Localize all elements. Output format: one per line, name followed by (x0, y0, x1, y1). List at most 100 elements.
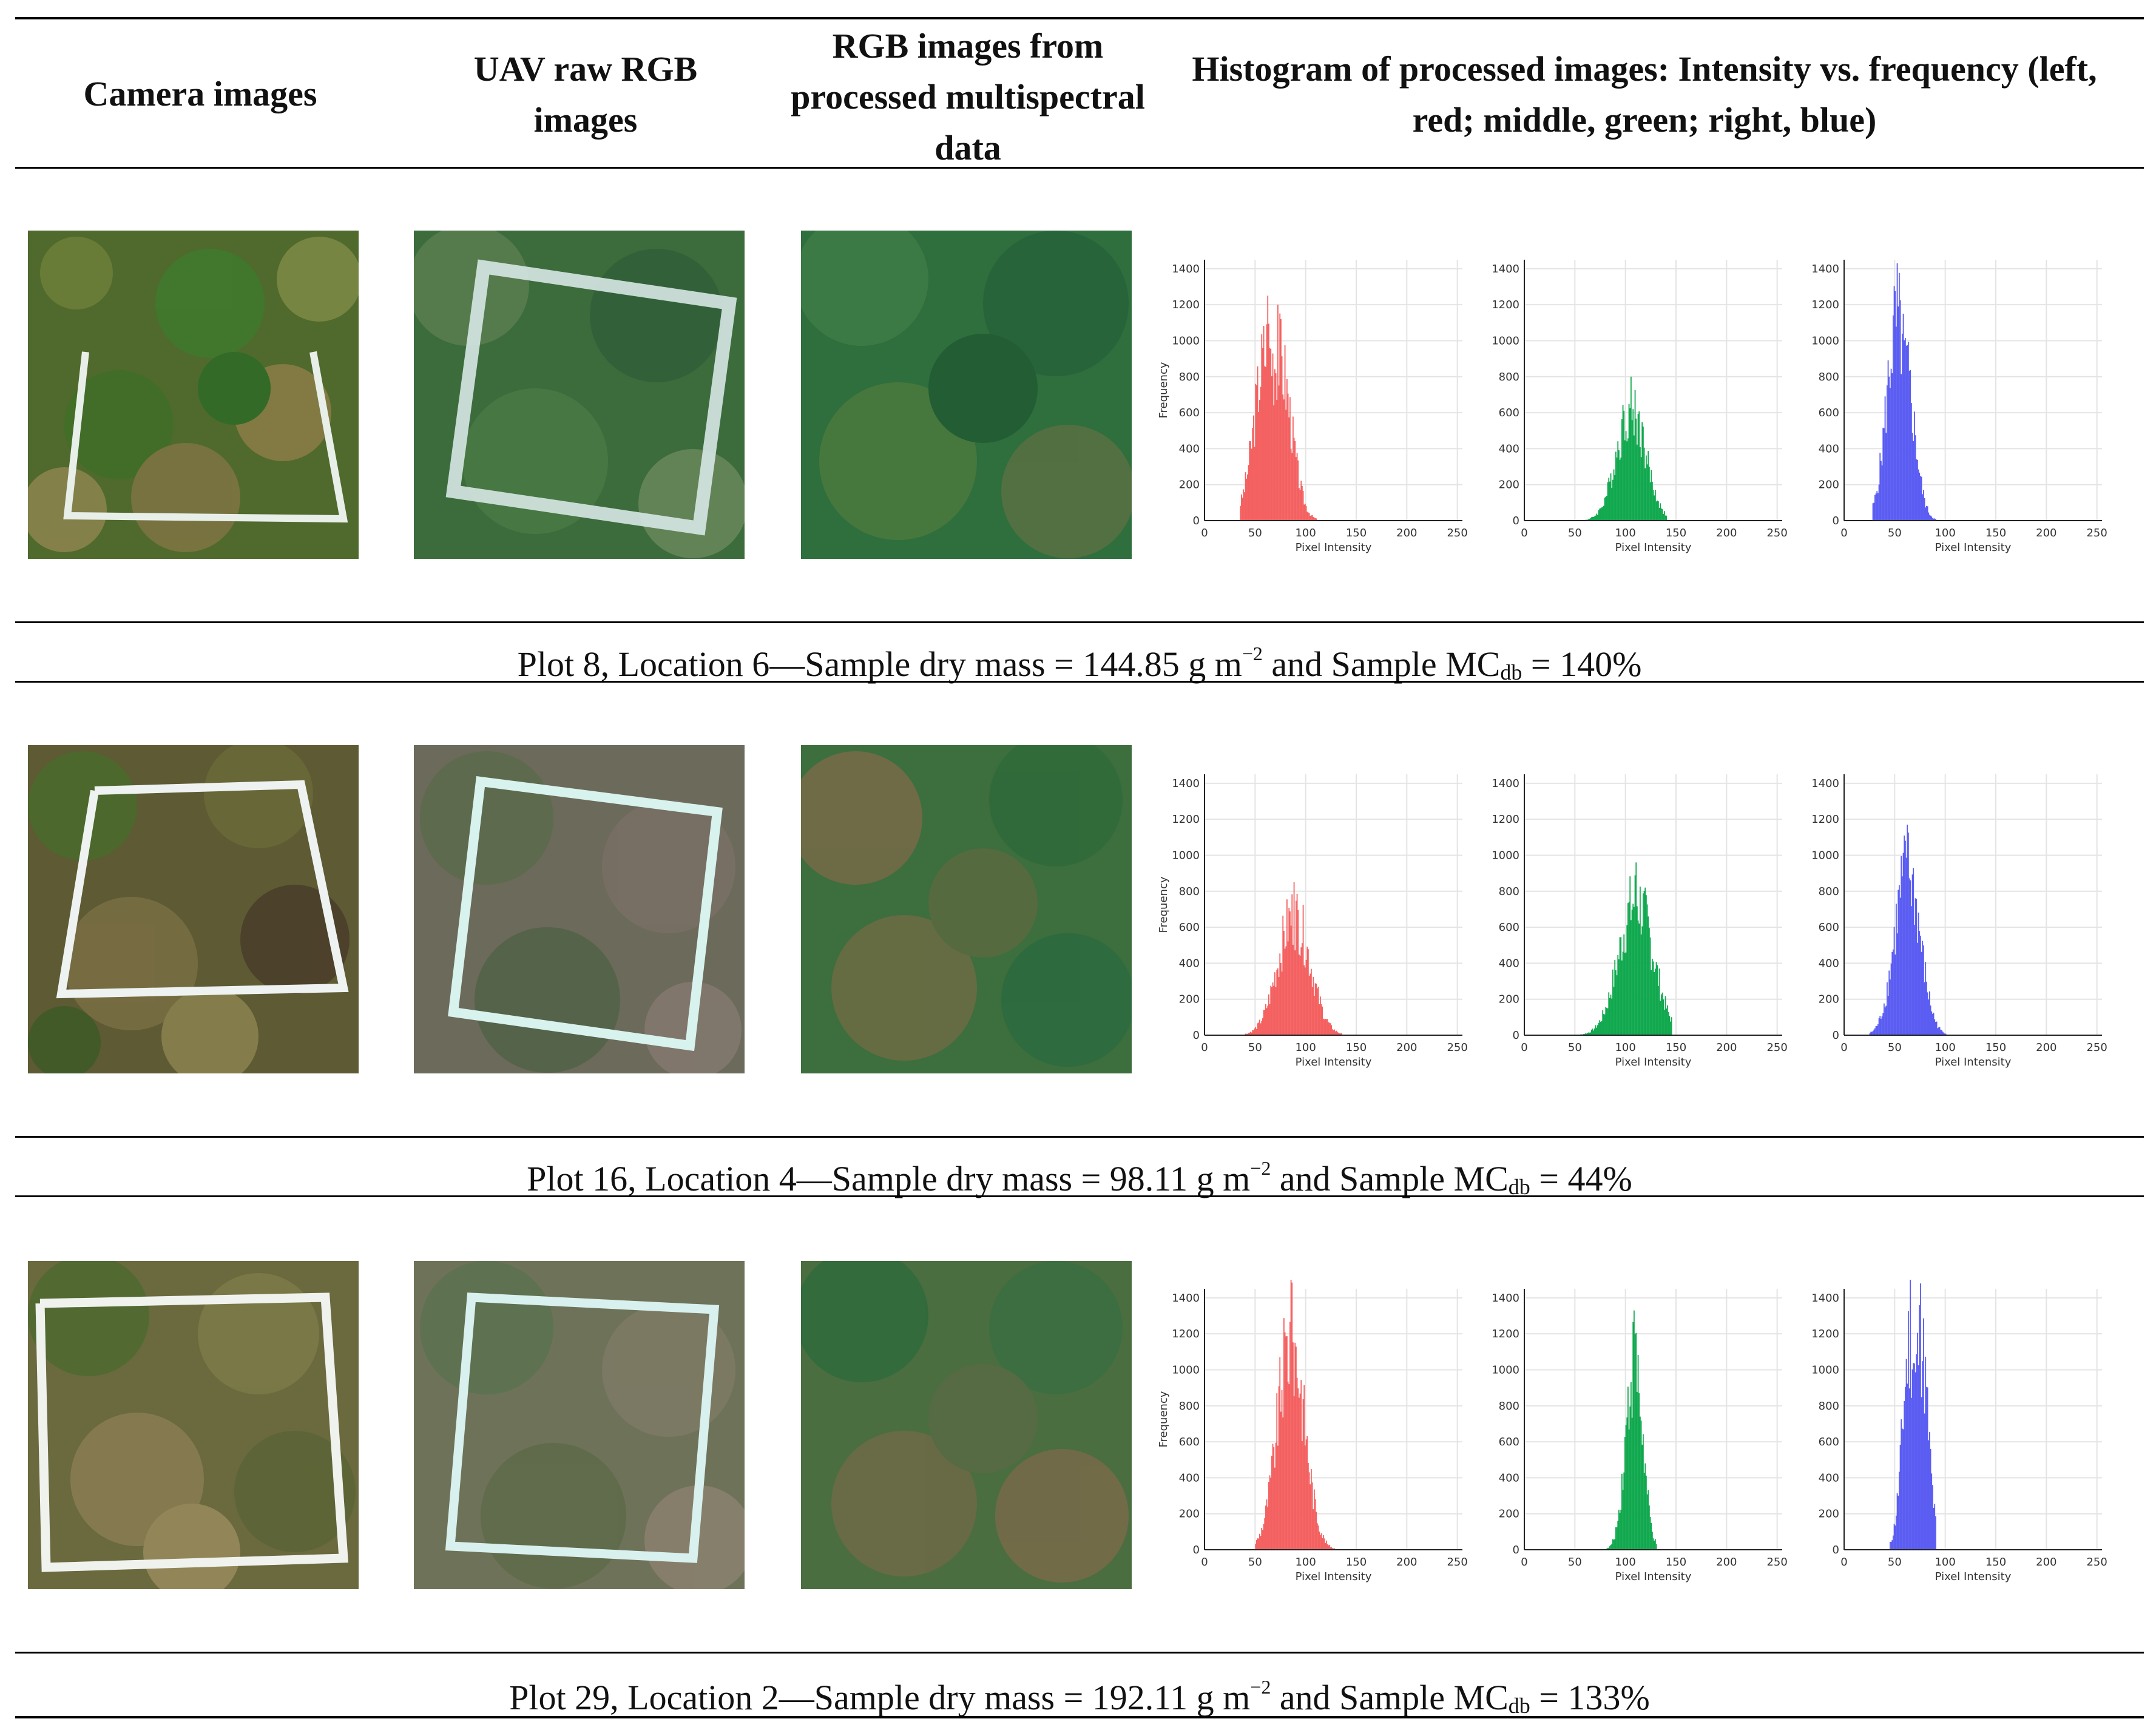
histogram-bar (1300, 481, 1302, 521)
histogram-bar (1888, 376, 1890, 521)
histogram-bar (1638, 411, 1640, 521)
histogram-bar (1250, 1032, 1251, 1035)
histogram-bar (1267, 1005, 1269, 1035)
histogram-bar (1669, 1016, 1671, 1035)
histogram-bar (1289, 911, 1291, 1035)
histogram-bar (1305, 505, 1307, 521)
histogram-bar (1658, 508, 1660, 521)
histogram-bar (1632, 1322, 1634, 1550)
histogram-bar (1311, 987, 1313, 1035)
y-tick-label: 1400 (1492, 777, 1519, 790)
x-tick-label: 50 (1888, 1556, 1902, 1569)
y-tick-label: 0 (1833, 1029, 1839, 1042)
histogram-bar (1311, 515, 1313, 521)
histogram-bar (1890, 964, 1892, 1035)
histogram-bar (1670, 1021, 1671, 1035)
histogram-bar (1879, 1015, 1881, 1035)
header-histogram: Histogram of processed images: Intensity… (1192, 49, 2097, 140)
histogram-bar (1280, 962, 1282, 1035)
histogram-bar (1640, 447, 1641, 521)
histogram-bar (1299, 488, 1300, 521)
histogram-bar (1923, 1318, 1924, 1550)
x-tick-label: 200 (1396, 1041, 1417, 1054)
histogram-bar (1313, 517, 1314, 521)
histogram-bar (1297, 460, 1299, 521)
histogram-bar (1597, 1025, 1598, 1035)
histogram-bar (1308, 975, 1310, 1035)
histogram-bar (1936, 1021, 1938, 1035)
histogram-bar (1311, 968, 1312, 1035)
y-tick-label: 1000 (1172, 334, 1200, 347)
histogram-bar (1616, 457, 1618, 521)
histogram-bar (1893, 927, 1895, 1035)
histogram-bar (1638, 1393, 1640, 1550)
histogram-bar (1263, 1010, 1265, 1035)
histogram-bar (1658, 985, 1659, 1035)
y-tick-label: 1000 (1492, 334, 1519, 347)
x-tick-label: 150 (1346, 527, 1367, 539)
histogram-bar (1323, 1538, 1325, 1550)
histogram-bar (1610, 1544, 1612, 1550)
x-tick-label: 250 (1447, 1556, 1467, 1569)
histogram-bar (1316, 984, 1317, 1035)
histogram-bar (1614, 1539, 1616, 1550)
uav-raw-image-plot8 (414, 231, 745, 559)
histogram-bar (1331, 1547, 1333, 1550)
histogram-bar (1637, 414, 1639, 521)
histogram-bar (1286, 1336, 1288, 1550)
histogram-bar (1890, 1541, 1891, 1550)
y-tick-label: 1400 (1492, 263, 1519, 275)
histogram-bar (1248, 465, 1249, 521)
histogram-svg: 0 50 100 150 200 250 0 200 400 600 800 1000 1200 1400… (1492, 260, 1788, 554)
histogram-bar (1899, 897, 1901, 1035)
histogram-bar (1923, 945, 1924, 1035)
histogram-bar (1607, 1008, 1609, 1035)
histogram-bar (1666, 515, 1668, 521)
histogram-bar (1631, 910, 1633, 1035)
histogram-bar (1586, 1033, 1587, 1035)
x-axis-label: Pixel Intensity (1296, 1056, 1372, 1069)
histogram-bar (1896, 904, 1897, 1035)
histogram-bar (1288, 1384, 1290, 1550)
histogram-bar (1309, 515, 1311, 521)
top-rule (15, 17, 2144, 19)
histogram-bar (1922, 494, 1924, 521)
histogram-bar (1608, 992, 1610, 1035)
histogram-bar (1893, 286, 1895, 521)
y-tick-label: 200 (1819, 1508, 1839, 1521)
y-tick-label: 1000 (1811, 1363, 1839, 1376)
histogram-bar (1288, 907, 1290, 1035)
histogram-bar (1884, 1003, 1885, 1035)
histogram-bar (1272, 982, 1274, 1035)
histogram-bar (1260, 1536, 1262, 1550)
histogram-bar (1913, 1363, 1914, 1550)
histogram-bar (1910, 370, 1911, 521)
histogram-bar (1255, 1544, 1257, 1550)
histogram-bar (1286, 899, 1288, 1035)
histogram-bar (1319, 1004, 1320, 1035)
histogram-bar (1279, 953, 1281, 1035)
histogram-bar (1921, 951, 1922, 1035)
histogram-bar (1603, 1013, 1604, 1035)
histogram-bar (1285, 946, 1287, 1035)
histogram-bar (1269, 1475, 1271, 1550)
histogram-bar (1306, 1436, 1308, 1550)
histogram-bar (1266, 324, 1268, 521)
histogram-bar (1317, 1525, 1319, 1550)
histogram-bar (1320, 1004, 1322, 1035)
histogram-bar (1257, 366, 1259, 521)
histogram-bar (1326, 1540, 1327, 1550)
histogram-bar (1905, 345, 1907, 521)
histogram-bar (1257, 1538, 1259, 1550)
y-tick-label: 800 (1819, 1400, 1839, 1413)
histogram-bar (1599, 508, 1601, 521)
histogram-bar (1592, 1029, 1593, 1035)
histogram-bar (1643, 1473, 1645, 1550)
histogram-bar (1931, 516, 1933, 521)
histogram-blue-plot8: 0 50 100 150 200 250 0 200 400 600 800 1000 1200 1400… (1796, 248, 2111, 563)
y-tick-label: 800 (1819, 371, 1839, 383)
histogram-bar (1271, 1456, 1272, 1550)
histogram-bar (1634, 390, 1636, 521)
y-tick-label: 600 (1499, 921, 1519, 934)
y-tick-label: 1200 (1172, 299, 1200, 311)
